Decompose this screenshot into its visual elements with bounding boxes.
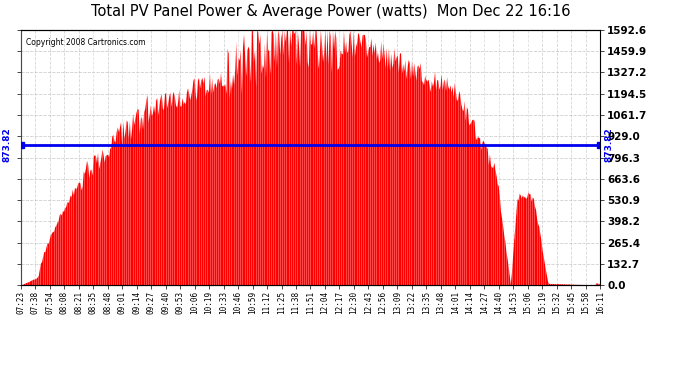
Text: Copyright 2008 Cartronics.com: Copyright 2008 Cartronics.com [26, 38, 146, 46]
Text: Total PV Panel Power & Average Power (watts)  Mon Dec 22 16:16: Total PV Panel Power & Average Power (wa… [92, 4, 571, 19]
Text: 873.82: 873.82 [3, 128, 12, 162]
Text: 873.82: 873.82 [604, 128, 613, 162]
